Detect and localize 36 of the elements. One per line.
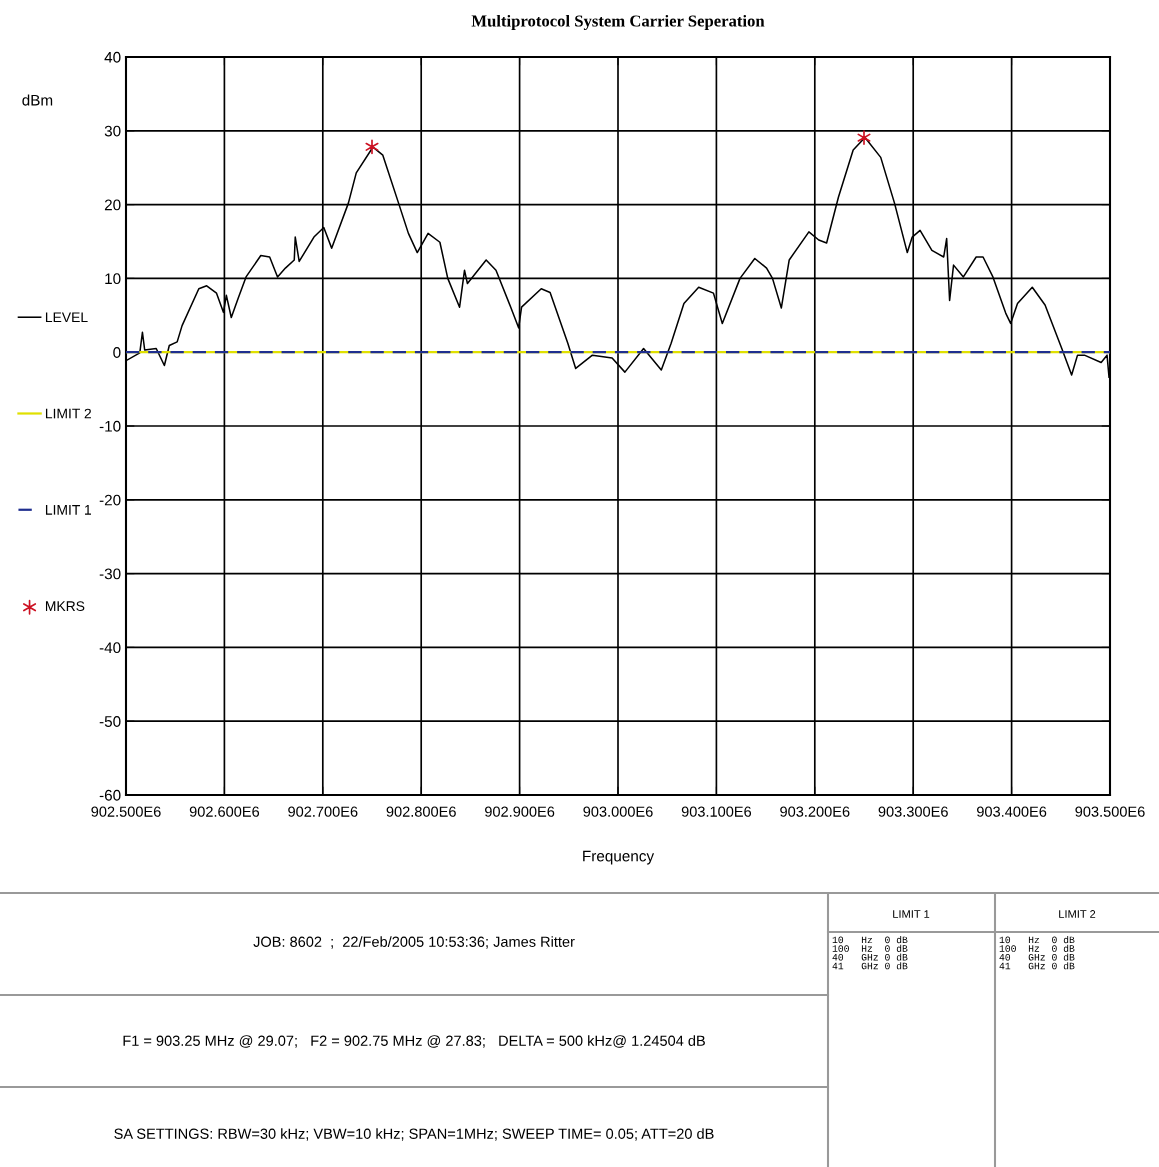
x-tick-label: 902.600E6 — [189, 806, 260, 817]
text: JOB: 8602 ; 22/Feb/2005 10:53:36; James Ritter — [253, 936, 575, 949]
y-tick-label: -40 — [99, 642, 121, 654]
chart-title: Multiprotocol System Carrier Seperation — [471, 14, 765, 31]
y-tick-label: -30 — [99, 568, 121, 580]
x-tick-label: 902.700E6 — [288, 806, 358, 817]
y-tick-label: -20 — [99, 494, 121, 506]
y-tick-label: 20 — [104, 199, 121, 211]
x-tick-label: 903.500E6 — [1075, 806, 1145, 817]
x-axis-title: Frequency — [583, 850, 655, 865]
legend-label: MKRS — [45, 601, 85, 612]
y-tick-label: -60 — [99, 789, 121, 801]
x-tick-label: 902.900E6 — [485, 806, 555, 817]
y-axis-title: dBm — [22, 94, 53, 106]
x-tick-label: 903.300E6 — [878, 806, 948, 817]
text: SA SETTINGS: RBW=30 kHz; VBW=10 kHz; SPAN=1MHz; SWEEP TIME= 0.05; ATT=20 dB — [114, 1128, 714, 1141]
x-tick-label: 902.800E6 — [386, 806, 456, 817]
text: LIMIT 1 — [893, 910, 930, 918]
x-tick-label: 903.200E6 — [780, 806, 850, 817]
y-tick-label: 0 — [113, 347, 121, 358]
y-tick-label: 10 — [105, 273, 121, 285]
text: LIMIT 2 — [1059, 910, 1096, 918]
x-tick-label: 903.100E6 — [681, 806, 752, 817]
text: 10 Hz 0 dB 100 Hz 0 dB 40 GHz 0 dB 41 GHz 0 dB — [832, 936, 908, 970]
text: F1 = 903.25 MHz @ 29.07; F2 = 902.75 MHz @ 27.83; DELTA = 500 kHz@ 1.24504 dB — [123, 1035, 705, 1048]
legend-label: LIMIT 2 — [45, 408, 91, 419]
y-tick-label: 40 — [104, 51, 121, 63]
x-tick-label: 903.000E6 — [583, 806, 653, 817]
legend-label: LEVEL — [45, 312, 88, 323]
text: 10 Hz 0 dB 100 Hz 0 dB 40 GHz 0 dB 41 GHz 0 dB — [999, 936, 1075, 970]
y-tick-label: 30 — [104, 125, 121, 137]
x-tick-label: 902.500E6 — [91, 806, 161, 817]
y-tick-label: -10 — [99, 420, 121, 432]
legend-label: LIMIT 1 — [45, 505, 91, 515]
y-tick-label: -50 — [99, 716, 121, 727]
x-tick-label: 903.400E6 — [977, 806, 1047, 817]
